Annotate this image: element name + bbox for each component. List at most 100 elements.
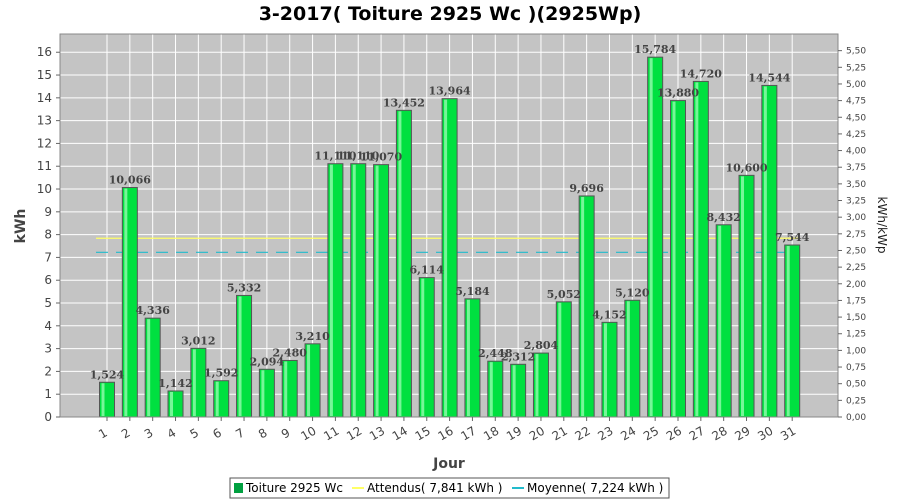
x-tick-label: 2 xyxy=(119,426,133,442)
bar-highlight xyxy=(626,301,630,416)
x-tick-label: 15 xyxy=(413,424,433,444)
x-tick-label: 3 xyxy=(142,426,156,442)
y-tick-label: 13 xyxy=(37,114,52,128)
chart-title: 3-2017( Toiture 2925 Wc )(2925Wp) xyxy=(259,3,642,25)
y2-tick-label: 3,50 xyxy=(846,180,866,190)
bar-value-label: 6,114 xyxy=(410,264,445,277)
bar-value-label: 5,184 xyxy=(455,285,490,298)
bar-highlight xyxy=(466,299,470,416)
bar-value-label: 4,336 xyxy=(135,304,170,317)
y2-tick-label: 0,75 xyxy=(846,363,866,373)
bar-highlight xyxy=(261,370,265,416)
bar-value-label: 13,964 xyxy=(429,85,471,98)
bar-value-label: 2,094 xyxy=(250,355,285,368)
bar-value-label: 4,152 xyxy=(592,308,626,321)
x-tick-label: 19 xyxy=(504,424,524,444)
legend-swatch-bars xyxy=(234,483,243,493)
bar-highlight xyxy=(284,361,288,416)
bar-value-label: 9,696 xyxy=(569,182,604,195)
y-tick-label: 3 xyxy=(44,342,52,356)
bar-value-label: 14,720 xyxy=(680,67,722,80)
y2-tick-label: 4,50 xyxy=(846,113,866,123)
x-tick-label: 30 xyxy=(755,424,775,444)
y-tick-label: 6 xyxy=(44,273,52,287)
y-tick-label: 11 xyxy=(37,159,52,173)
bar-value-label: 11,110 xyxy=(314,150,356,163)
bar-value-label: 1,592 xyxy=(204,367,238,380)
bar-highlight xyxy=(192,349,196,416)
bar-highlight xyxy=(352,164,356,416)
bar-value-label: 2,804 xyxy=(524,339,559,352)
legend: Toiture 2925 Wc Attendus( 7,841 kWh ) Mo… xyxy=(229,477,670,499)
bar-highlight xyxy=(170,391,174,416)
bar-value-label: 10,066 xyxy=(109,174,151,187)
bar-value-label: 13,452 xyxy=(383,96,425,109)
x-tick-label: 25 xyxy=(641,424,661,444)
x-tick-label: 12 xyxy=(344,424,364,444)
bar-highlight xyxy=(512,365,516,416)
bars xyxy=(99,56,801,418)
x-tick-label: 31 xyxy=(778,424,798,444)
y-tick-label: 14 xyxy=(37,91,52,105)
bar-value-label: 15,784 xyxy=(634,43,676,56)
bar-highlight xyxy=(124,188,128,416)
y-tick-label: 7 xyxy=(44,250,52,264)
bar-value-label: 13,880 xyxy=(657,87,699,100)
bar-value-label: 5,332 xyxy=(227,281,261,294)
bar-highlight xyxy=(603,323,607,416)
y-tick-label: 12 xyxy=(37,136,52,150)
x-axis-title: Jour xyxy=(432,456,465,472)
legend-label-bars: Toiture 2925 Wc xyxy=(245,481,343,495)
y-axis-title: kWh xyxy=(13,209,29,244)
bar-value-label: 2,312 xyxy=(501,350,535,363)
bar-value-label: 5,120 xyxy=(615,286,650,299)
y-tick-label: 1 xyxy=(44,387,52,401)
bar-highlight xyxy=(718,225,722,416)
y2-tick-label: 0,00 xyxy=(846,413,866,423)
bar-value-label: 2,480 xyxy=(272,346,307,359)
bar-value-label: 11,110 xyxy=(337,150,379,163)
x-tick-label: 28 xyxy=(710,424,730,444)
y-tick-label: 16 xyxy=(37,45,52,59)
y2-tick-label: 4,25 xyxy=(846,130,866,140)
y2-axis-title: kWh/kWp xyxy=(875,197,889,254)
bar-highlight xyxy=(763,86,767,416)
bar-value-label: 11,070 xyxy=(360,151,402,164)
y2-tick-label: 1,00 xyxy=(846,346,866,356)
x-axis: 1 2 3 4 5 6 7 8 9 10 11 12 13 14 15 16 17 18 19 20 21 22 23 24 2… xyxy=(96,417,798,443)
y2-tick-label: 3,00 xyxy=(846,213,866,223)
y2-tick-label: 1,50 xyxy=(846,313,866,323)
bar-highlight xyxy=(786,246,790,416)
y-tick-label: 2 xyxy=(44,364,52,378)
x-tick-label: 16 xyxy=(435,424,455,444)
bar-highlight xyxy=(649,58,653,416)
y-tick-label: 9 xyxy=(44,205,52,219)
bar-highlight xyxy=(489,362,493,416)
legend-label-average: Moyenne( 7,224 kWh ) xyxy=(527,481,663,495)
x-tick-label: 7 xyxy=(233,426,247,442)
x-tick-label: 10 xyxy=(298,424,318,444)
bar-highlight xyxy=(535,354,539,416)
bar-highlight xyxy=(215,381,219,416)
y-tick-label: 4 xyxy=(44,319,52,333)
y2-tick-label: 4,75 xyxy=(846,97,866,107)
bar-value-label: 7,544 xyxy=(775,231,810,244)
y2-tick-label: 2,75 xyxy=(846,230,866,240)
y-axis-right: 0,00 0,25 0,50 0,75 1,00 1,25 1,50 1,75 2,00 2,25… xyxy=(838,47,866,423)
bar-value-label: 3,210 xyxy=(295,330,330,343)
bar-highlight xyxy=(147,319,151,416)
bar-highlight xyxy=(444,99,448,416)
bar-highlight xyxy=(307,344,311,416)
x-tick-label: 26 xyxy=(664,424,684,444)
y-tick-label: 0 xyxy=(44,410,52,424)
bar-value-label: 1,524 xyxy=(90,368,125,381)
y2-tick-label: 2,25 xyxy=(846,263,866,273)
x-tick-label: 18 xyxy=(481,424,501,444)
x-tick-label: 1 xyxy=(96,426,110,442)
bar-value-label: 8,432 xyxy=(706,211,740,224)
y2-tick-label: 0,25 xyxy=(846,396,866,406)
bar-value-label: 2,448 xyxy=(478,347,513,360)
x-tick-label: 27 xyxy=(687,424,707,444)
